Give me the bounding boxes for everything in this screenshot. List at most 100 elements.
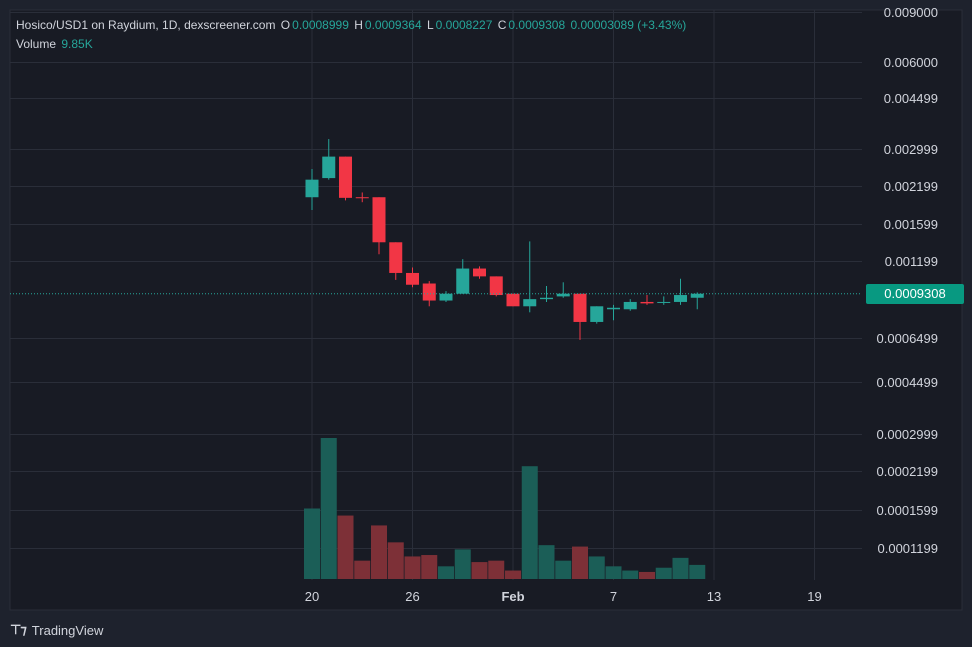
time-axis-label: 13	[707, 589, 721, 604]
open-value: 0.0008999	[292, 18, 349, 32]
volume-bar	[622, 570, 639, 579]
candle-body	[389, 242, 403, 273]
candle-body	[523, 299, 537, 307]
candle-body	[657, 301, 671, 303]
candle	[657, 296, 671, 305]
volume-bar	[672, 557, 689, 579]
candle-body	[322, 156, 336, 179]
volume-bar	[689, 564, 706, 579]
candle-body	[406, 272, 419, 285]
candle-body	[339, 156, 352, 198]
candle	[540, 285, 553, 302]
price-axis-label: 0.001599	[884, 217, 938, 232]
branding[interactable]: ⊤⁊ TradingView	[10, 622, 103, 638]
time-axis-label: 7	[610, 589, 617, 604]
volume-bar	[555, 560, 572, 579]
volume-bar	[404, 556, 421, 579]
candle-body	[439, 293, 453, 301]
time-axis-label: 19	[807, 589, 821, 604]
candle	[623, 299, 637, 311]
candle-body	[506, 293, 520, 307]
candle-body	[690, 293, 704, 298]
price-axis-label: 0.0006499	[877, 331, 938, 346]
candle	[489, 276, 503, 297]
candle	[439, 291, 453, 302]
low-label: L	[426, 18, 434, 32]
candle	[556, 282, 570, 298]
volume-bar	[304, 508, 320, 579]
time-axis: 20 26 Feb 7 13 19	[305, 589, 822, 604]
high-value: 0.0009364	[364, 18, 422, 32]
open-label: O	[280, 18, 291, 32]
high-label: H	[354, 18, 363, 32]
candle-body	[473, 268, 486, 277]
brand-name: TradingView	[31, 622, 104, 638]
current-price-tag: 0.0009308	[866, 283, 964, 304]
time-axis-label: 20	[305, 589, 319, 604]
price-axis-label: 0.002199	[884, 179, 938, 194]
candle	[640, 295, 654, 305]
candle-body	[456, 268, 470, 294]
candle-body	[489, 276, 503, 296]
price-axis: 0.009000 0.006000 0.004499 0.002999 0.002199…	[877, 5, 938, 556]
volume-bar	[320, 438, 337, 579]
price-axis-label: 0.0001599	[877, 503, 938, 518]
candle	[372, 197, 386, 255]
volume-bar	[471, 562, 488, 579]
candle	[573, 293, 587, 340]
candle-body	[674, 295, 687, 302]
volume-bar	[521, 466, 538, 579]
candle	[607, 304, 620, 321]
price-axis-label: 0.004499	[884, 91, 938, 106]
volume-bar	[337, 515, 354, 579]
time-axis-label: Feb	[501, 589, 524, 604]
candle-body	[623, 301, 637, 310]
volume-bar	[655, 567, 672, 579]
candle	[456, 259, 470, 294]
volume-bar	[588, 556, 605, 579]
volume-legend: Volume 9.85K	[16, 37, 95, 51]
price-axis-label: 0.001199	[885, 254, 938, 269]
candle	[355, 192, 369, 203]
volume-value: 9.85K	[61, 37, 93, 51]
time-axis-label: 26	[405, 589, 419, 604]
candle-body	[540, 297, 553, 300]
volume-bar	[354, 560, 371, 579]
volume-bar	[538, 545, 555, 579]
candle	[523, 241, 537, 313]
volume-bar	[371, 525, 387, 579]
price-axis-label: 0.0002999	[877, 427, 938, 442]
candle	[389, 242, 403, 280]
volume-bar	[438, 566, 454, 579]
volume-bar	[572, 546, 588, 579]
candle	[506, 293, 520, 307]
candle-body	[355, 197, 369, 199]
volume-label: Volume	[16, 37, 57, 51]
price-axis-label: 0.006000	[884, 55, 938, 70]
close-label: C	[497, 18, 507, 32]
symbol-label: Hosico/USD1 on Raydium, 1D, dexscreener.…	[16, 18, 276, 32]
candle	[590, 306, 604, 324]
candle-body	[422, 283, 436, 301]
price-axis-label: 0.009000	[884, 5, 938, 20]
change-value: 0.00003089 (+3.43%)	[570, 18, 687, 32]
candle-body	[640, 301, 654, 304]
plot-background	[9, 9, 963, 611]
volume-bar	[454, 549, 471, 579]
candle	[674, 278, 687, 305]
volume-bar	[639, 571, 655, 579]
candle	[305, 169, 319, 211]
candle	[322, 139, 336, 180]
candle-body	[607, 307, 620, 310]
ohlc-legend: Hosico/USD1 on Raydium, 1D, dexscreener.…	[16, 18, 688, 32]
price-axis-label: 0.0002199	[877, 464, 938, 479]
price-axis-label: 0.002999	[884, 142, 938, 157]
candle	[422, 281, 436, 307]
low-value: 0.0008227	[435, 18, 493, 32]
candles	[305, 139, 704, 340]
candle-body	[556, 293, 570, 297]
candle	[473, 266, 486, 279]
candle-body	[305, 179, 319, 198]
